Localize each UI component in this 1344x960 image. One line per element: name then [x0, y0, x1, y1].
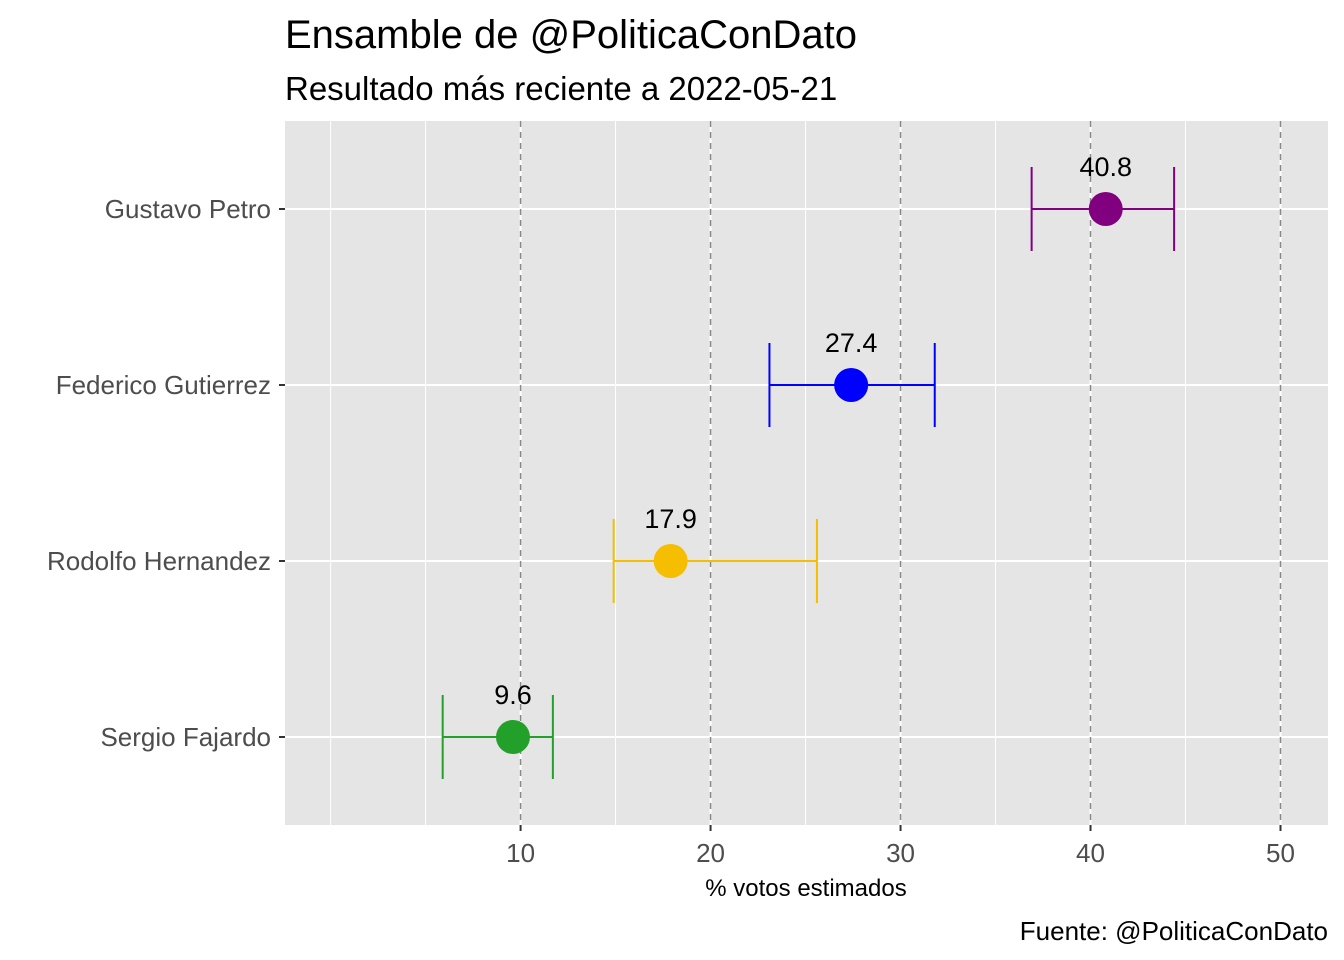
- chart-caption: Fuente: @PoliticaConDato: [1020, 916, 1328, 946]
- data-label: 27.4: [825, 328, 878, 358]
- x-tick-label: 20: [696, 838, 725, 868]
- x-tick-label: 30: [886, 838, 915, 868]
- data-label: 40.8: [1079, 152, 1132, 182]
- data-point: [834, 368, 869, 402]
- x-tick-label: 40: [1076, 838, 1105, 868]
- y-tick-label: Sergio Fajardo: [100, 722, 271, 752]
- y-tick-label: Rodolfo Hernandez: [47, 546, 271, 576]
- x-tick-label: 50: [1266, 838, 1295, 868]
- data-label: 17.9: [644, 504, 697, 534]
- x-tick-label: 10: [506, 838, 535, 868]
- x-axis-label: % votos estimados: [705, 875, 906, 902]
- chart-subtitle: Resultado más reciente a 2022-05-21: [285, 70, 837, 107]
- data-point: [495, 720, 530, 754]
- data-label: 9.6: [494, 680, 532, 710]
- data-point: [1088, 192, 1123, 226]
- data-point: [653, 544, 688, 578]
- y-tick-label: Gustavo Petro: [105, 194, 271, 224]
- y-tick-label: Federico Gutierrez: [56, 370, 271, 400]
- chart-title: Ensamble de @PoliticaConDato: [285, 13, 857, 57]
- plot-panel: [285, 121, 1328, 825]
